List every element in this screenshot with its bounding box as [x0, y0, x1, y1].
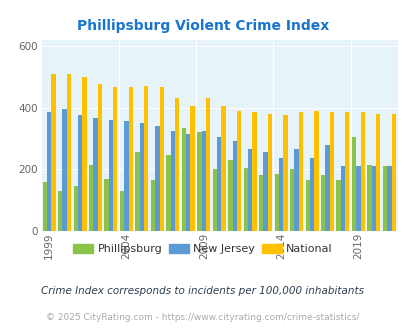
Bar	[221, 106, 225, 231]
Bar	[309, 158, 313, 231]
Bar	[51, 74, 55, 231]
Bar	[371, 166, 375, 231]
Bar	[313, 111, 318, 231]
Bar	[267, 114, 271, 231]
Bar	[390, 114, 395, 231]
Bar	[236, 111, 241, 231]
Bar	[47, 112, 51, 231]
Bar	[190, 106, 194, 231]
Bar	[170, 131, 175, 231]
Text: © 2025 CityRating.com - https://www.cityrating.com/crime-statistics/: © 2025 CityRating.com - https://www.city…	[46, 313, 359, 322]
Bar	[228, 160, 232, 231]
Bar	[155, 126, 159, 231]
Bar	[58, 191, 62, 231]
Bar	[294, 149, 298, 231]
Bar	[73, 186, 78, 231]
Bar	[181, 128, 185, 231]
Bar	[258, 176, 263, 231]
Bar	[159, 87, 164, 231]
Bar	[305, 180, 309, 231]
Bar	[243, 168, 247, 231]
Bar	[128, 87, 132, 231]
Bar	[89, 165, 93, 231]
Bar	[217, 137, 221, 231]
Bar	[185, 134, 190, 231]
Bar	[139, 123, 144, 231]
Bar	[340, 166, 344, 231]
Bar	[78, 115, 82, 231]
Bar	[320, 176, 324, 231]
Bar	[151, 180, 155, 231]
Bar	[263, 152, 267, 231]
Bar	[98, 84, 102, 231]
Bar	[356, 166, 360, 231]
Bar	[109, 120, 113, 231]
Bar	[329, 112, 333, 231]
Bar	[375, 114, 379, 231]
Bar	[351, 137, 356, 231]
Bar	[283, 115, 287, 231]
Bar	[66, 74, 71, 231]
Bar	[344, 112, 349, 231]
Bar	[124, 121, 128, 231]
Bar	[386, 166, 390, 231]
Bar	[278, 158, 283, 231]
Bar	[82, 77, 86, 231]
Bar	[113, 87, 117, 231]
Bar	[274, 174, 278, 231]
Bar	[232, 142, 236, 231]
Bar	[166, 155, 170, 231]
Bar	[135, 152, 139, 231]
Bar	[252, 112, 256, 231]
Bar	[93, 118, 98, 231]
Bar	[360, 112, 364, 231]
Bar	[175, 98, 179, 231]
Bar	[62, 109, 66, 231]
Bar	[119, 191, 124, 231]
Text: Phillipsburg Violent Crime Index: Phillipsburg Violent Crime Index	[77, 19, 328, 33]
Bar	[144, 86, 148, 231]
Bar	[336, 180, 340, 231]
Bar	[298, 112, 302, 231]
Text: Crime Index corresponds to incidents per 100,000 inhabitants: Crime Index corresponds to incidents per…	[41, 286, 364, 296]
Bar	[289, 169, 294, 231]
Bar	[324, 145, 329, 231]
Bar	[43, 182, 47, 231]
Bar	[197, 132, 201, 231]
Bar	[382, 166, 386, 231]
Bar	[201, 131, 205, 231]
Bar	[205, 98, 210, 231]
Bar	[367, 165, 371, 231]
Bar	[212, 169, 217, 231]
Legend: Phillipsburg, New Jersey, National: Phillipsburg, New Jersey, National	[68, 239, 337, 258]
Bar	[104, 179, 109, 231]
Bar	[247, 149, 252, 231]
